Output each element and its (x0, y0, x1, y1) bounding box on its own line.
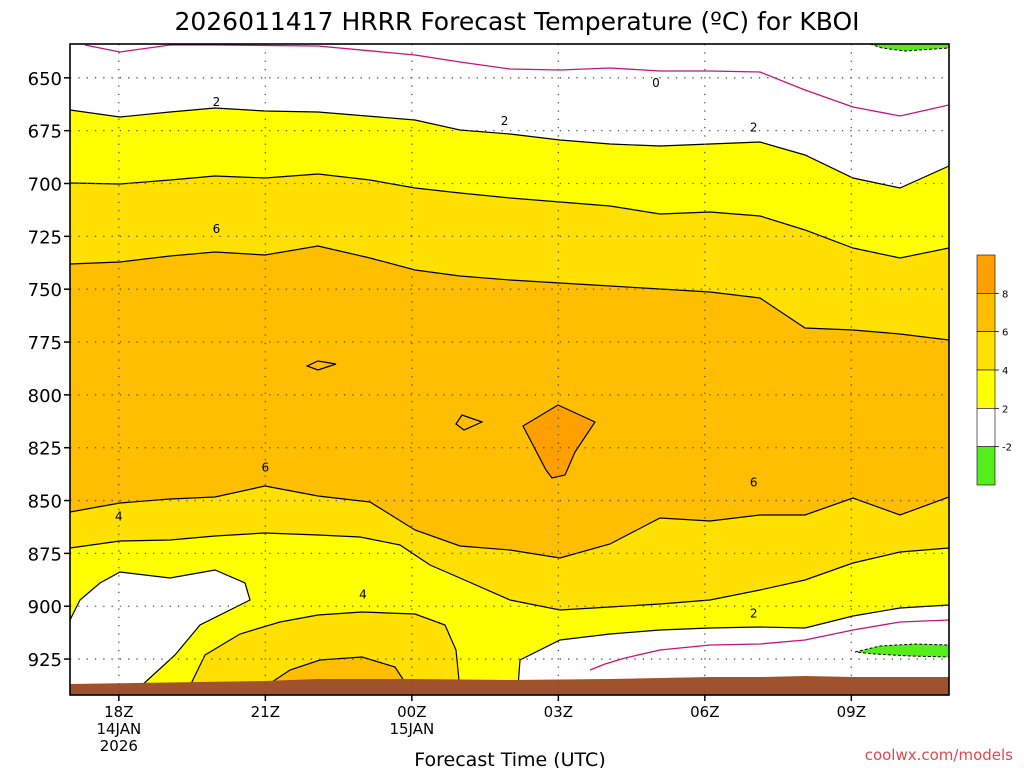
contour-label-6: 6 (750, 476, 758, 490)
colorbar-swatch-0 (976, 254, 996, 294)
contour-label-4: 4 (359, 588, 367, 602)
colorbar-swatch-3 (976, 369, 996, 409)
colorbar-label-1: 6 (1002, 328, 1008, 339)
colorbar-swatch-1 (976, 293, 996, 332)
x-axis-label: Forecast Time (UTC) (414, 749, 605, 768)
contour-line-4-bump (187, 611, 461, 691)
y-axis: 650 675 700 725 750 775 800 825 850 875 900 925 (28, 69, 70, 671)
contour-label-0: 0 (652, 76, 660, 90)
y-tick-label-875: 875 (28, 544, 62, 565)
colorbar-label-4: -2 (1002, 443, 1012, 454)
plot-frame (69, 43, 950, 696)
contour-line-4-lower (70, 532, 949, 611)
x-tick-date-14JAN: 14JAN (96, 720, 141, 738)
y-tick-label-675: 675 (28, 122, 62, 143)
colorbar-swatch-5 (976, 446, 996, 486)
grid-lines (70, 44, 949, 695)
plot-area (70, 44, 949, 695)
y-tick-label-800: 800 (28, 386, 62, 407)
credit-text[interactable]: coolwx.com/models (865, 746, 1013, 764)
zero-isotherm-lines (84, 44, 949, 671)
contour-line-2-lower-right (517, 604, 949, 688)
fill-below-minus2-top (869, 44, 949, 52)
contour-value-labels: 0 2 2 2 6 6 6 4 4 2 (115, 76, 758, 621)
terrain-ground (70, 676, 949, 695)
y-tick-label-775: 775 (28, 333, 62, 354)
contour-label-6: 6 (213, 222, 221, 236)
colorbar-label-3: 2 (1002, 404, 1008, 415)
contour-label-2: 2 (750, 607, 758, 621)
contour-label-6: 6 (262, 461, 270, 475)
fill-white-lower-right (518, 605, 949, 695)
chart-title: 2026011417 HRRR Forecast Temperature (ºC… (174, 7, 859, 36)
x-tick-label-00Z: 00Z (397, 703, 426, 721)
contour-lines (70, 107, 949, 691)
colorbar-label-0: 8 (1002, 289, 1008, 300)
colorbar-swatch-4 (976, 408, 996, 447)
y-tick-label-925: 925 (28, 650, 62, 671)
contour-line-8-loop-b (455, 414, 484, 431)
x-tick-label-18Z: 18Z (104, 703, 133, 721)
y-tick-label-700: 700 (28, 175, 62, 196)
colorbar-legend: 8 6 4 2 -2 (976, 254, 1012, 486)
y-tick-label-825: 825 (28, 439, 62, 460)
contour-line-2-lower-left (70, 569, 251, 688)
x-tick-label-09Z: 09Z (837, 703, 866, 721)
contour-line-8-core (522, 404, 596, 479)
contour-line-6-bump (259, 656, 411, 691)
y-tick-label-750: 750 (28, 280, 62, 301)
colorbar-label-2: 4 (1002, 366, 1008, 377)
zero-isotherm-lower (589, 619, 949, 671)
fill-6-to-8 (70, 246, 949, 558)
zero-isotherm-upper (84, 44, 949, 117)
x-tick-date-15JAN: 15JAN (389, 720, 434, 738)
contour-line-2-upper (70, 107, 949, 189)
y-tick-label-650: 650 (28, 69, 62, 90)
contour-label-2: 2 (750, 120, 758, 134)
contour-line-6-lower (70, 485, 949, 559)
y-tick-label-900: 900 (28, 597, 62, 618)
contour-label-4: 4 (115, 509, 123, 523)
contour-line-4-upper (70, 173, 949, 259)
x-tick-label-03Z: 03Z (544, 703, 573, 721)
x-tick-label-06Z: 06Z (690, 703, 719, 721)
contour-line-8-loop-a (305, 360, 337, 371)
contour-line-6-upper (70, 245, 949, 341)
colorbar-swatch-2 (976, 331, 996, 371)
y-tick-label-850: 850 (28, 492, 62, 513)
contour-label-2: 2 (213, 95, 221, 109)
fill-below-minus2-bottom (854, 643, 949, 658)
y-tick-label-725: 725 (28, 227, 62, 248)
fill-white-lower-left (70, 570, 250, 687)
x-tick-year-2026: 2026 (100, 737, 138, 755)
x-tick-label-21Z: 21Z (251, 703, 280, 721)
contour-label-2: 2 (501, 114, 509, 128)
